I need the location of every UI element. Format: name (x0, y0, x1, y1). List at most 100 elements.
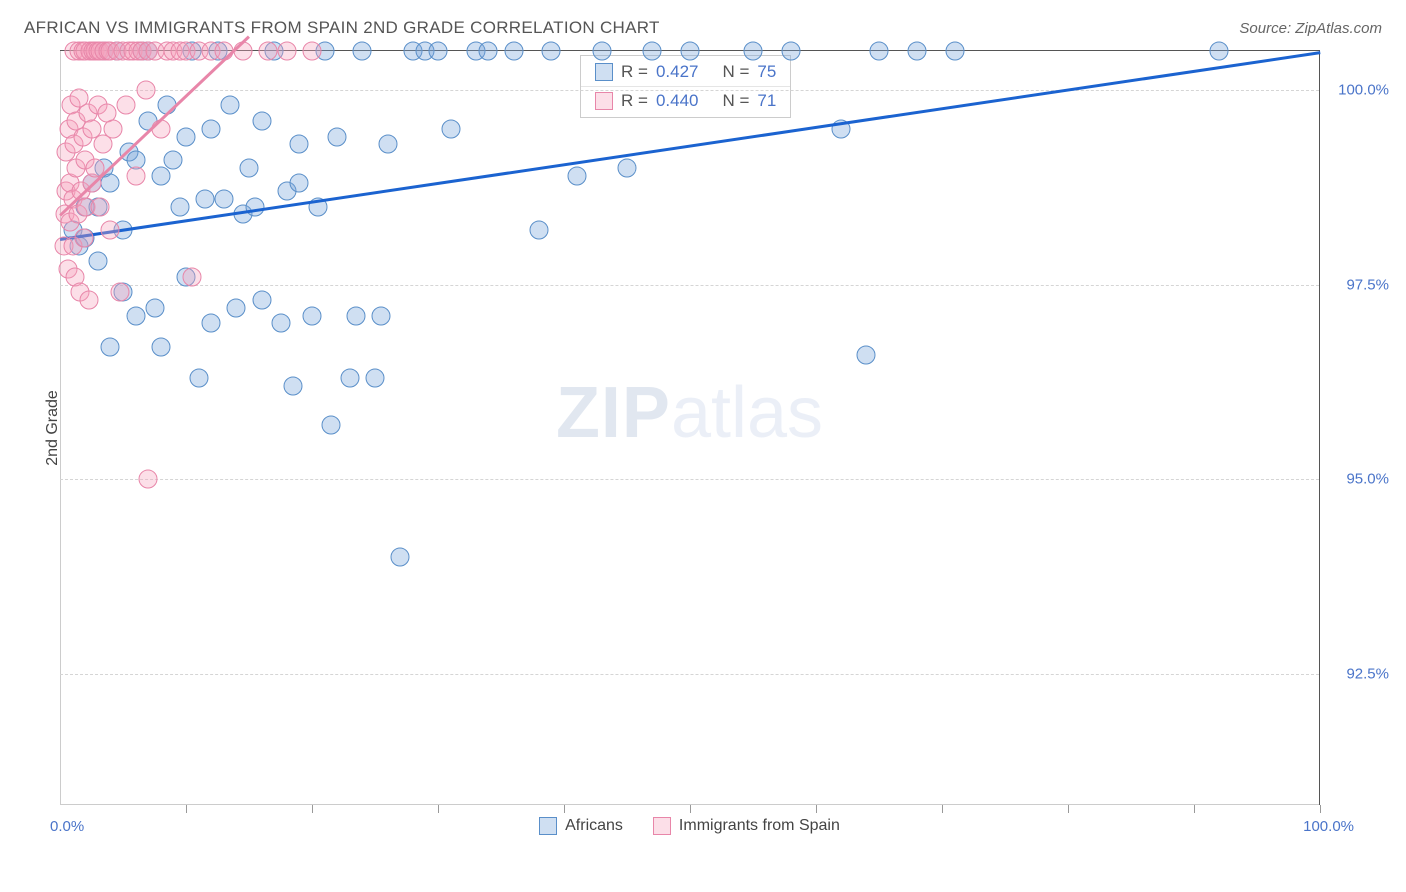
data-point-africans (441, 119, 460, 138)
data-point-spain (101, 221, 120, 240)
data-point-spain (74, 228, 93, 247)
scatter-chart: 2nd Grade ZIPatlas R = 0.427 N = 75 R = … (60, 50, 1320, 805)
stats-legend: R = 0.427 N = 75 R = 0.440 N = 71 (580, 55, 791, 118)
legend-item-spain: Immigrants from Spain (653, 817, 840, 835)
data-point-africans (240, 158, 259, 177)
swatch-pink-icon (653, 817, 671, 835)
data-point-africans (290, 135, 309, 154)
data-point-africans (101, 337, 120, 356)
x-axis-tick (1320, 805, 1321, 813)
chart-header: AFRICAN VS IMMIGRANTS FROM SPAIN 2ND GRA… (24, 18, 1382, 38)
y-axis-tick-label: 100.0% (1338, 81, 1389, 98)
data-point-spain (151, 119, 170, 138)
data-point-africans (618, 158, 637, 177)
y-axis-tick-label: 92.5% (1346, 665, 1389, 682)
data-point-spain (136, 80, 155, 99)
data-point-africans (145, 298, 164, 317)
gridline (60, 285, 1319, 286)
data-point-africans (202, 314, 221, 333)
data-point-spain (258, 42, 277, 61)
data-point-africans (907, 42, 926, 61)
x-axis-tick (690, 805, 691, 813)
data-point-spain (183, 267, 202, 286)
data-point-africans (378, 135, 397, 154)
data-point-africans (643, 42, 662, 61)
data-point-africans (284, 376, 303, 395)
series-legend: Africans Immigrants from Spain (60, 817, 1319, 835)
data-point-africans (870, 42, 889, 61)
data-point-africans (151, 337, 170, 356)
data-point-spain (116, 96, 135, 115)
x-axis-tick (816, 805, 817, 813)
data-point-africans (372, 306, 391, 325)
data-point-africans (529, 221, 548, 240)
stats-row-africans: R = 0.427 N = 75 (581, 58, 790, 86)
data-point-africans (151, 166, 170, 185)
gridline (60, 674, 1319, 675)
data-point-africans (170, 197, 189, 216)
data-point-africans (945, 42, 964, 61)
data-point-africans (189, 368, 208, 387)
data-point-africans (290, 174, 309, 193)
data-point-spain (79, 291, 98, 310)
data-point-africans (246, 197, 265, 216)
data-point-africans (321, 415, 340, 434)
chart-title: AFRICAN VS IMMIGRANTS FROM SPAIN 2ND GRA… (24, 18, 660, 38)
data-point-spain (103, 119, 122, 138)
data-point-africans (781, 42, 800, 61)
gridline (60, 90, 1319, 91)
data-point-spain (126, 166, 145, 185)
data-point-africans (221, 96, 240, 115)
data-point-africans (227, 298, 246, 317)
x-axis-tick (942, 805, 943, 813)
data-point-africans (214, 189, 233, 208)
x-axis-tick (438, 805, 439, 813)
swatch-blue-icon (539, 817, 557, 835)
data-point-africans (353, 42, 372, 61)
data-point-africans (252, 291, 271, 310)
data-point-spain (139, 470, 158, 489)
x-axis-tick (564, 805, 565, 813)
data-point-africans (567, 166, 586, 185)
data-point-spain (111, 283, 130, 302)
data-point-africans (347, 306, 366, 325)
legend-item-africans: Africans (539, 817, 623, 835)
data-point-africans (195, 189, 214, 208)
data-point-africans (542, 42, 561, 61)
data-point-africans (340, 368, 359, 387)
data-point-africans (88, 252, 107, 271)
swatch-blue-icon (595, 63, 613, 81)
data-point-africans (744, 42, 763, 61)
data-point-africans (681, 42, 700, 61)
x-axis-tick (1068, 805, 1069, 813)
data-point-africans (429, 42, 448, 61)
data-point-africans (391, 547, 410, 566)
data-point-africans (252, 112, 271, 131)
data-point-africans (126, 306, 145, 325)
chart-source: Source: ZipAtlas.com (1239, 20, 1382, 37)
gridline (60, 479, 1319, 480)
swatch-pink-icon (595, 92, 613, 110)
data-point-africans (164, 150, 183, 169)
data-point-africans (177, 127, 196, 146)
data-point-africans (101, 174, 120, 193)
x-axis-tick (312, 805, 313, 813)
data-point-africans (479, 42, 498, 61)
data-point-spain (303, 42, 322, 61)
data-point-spain (277, 42, 296, 61)
y-axis-tick-label: 95.0% (1346, 471, 1389, 488)
data-point-africans (1210, 42, 1229, 61)
data-point-spain (233, 42, 252, 61)
y-axis-tick-label: 97.5% (1346, 276, 1389, 293)
data-point-spain (91, 197, 110, 216)
data-point-africans (202, 119, 221, 138)
y-axis-title: 2nd Grade (44, 390, 62, 466)
data-point-africans (271, 314, 290, 333)
data-point-africans (366, 368, 385, 387)
data-point-africans (857, 345, 876, 364)
data-point-africans (504, 42, 523, 61)
data-point-africans (328, 127, 347, 146)
data-point-africans (592, 42, 611, 61)
x-axis-tick (186, 805, 187, 813)
data-point-africans (303, 306, 322, 325)
